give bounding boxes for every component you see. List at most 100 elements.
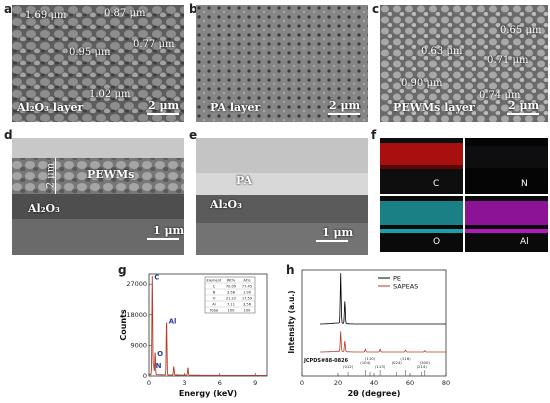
reference-index: (012) bbox=[343, 364, 354, 369]
peak-label: C bbox=[154, 273, 159, 281]
table-cell: O bbox=[213, 297, 216, 301]
measure-label: 0.77 μm bbox=[133, 39, 175, 50]
x-tick-label: 0 bbox=[300, 379, 304, 387]
layer-caption: PA layer bbox=[210, 101, 261, 114]
measure-label: 0.65 μm bbox=[500, 25, 542, 36]
x-tick-label: 80 bbox=[442, 379, 450, 387]
x-tick-label: 40 bbox=[370, 379, 378, 387]
measure-label: 0.90 μm bbox=[401, 78, 443, 89]
y-tick-label: 18000 bbox=[126, 311, 147, 319]
series-line bbox=[320, 331, 446, 353]
table-cell: Total bbox=[209, 309, 218, 313]
sem-image-a: 1.69 μm 0.87 μm 0.95 μm 0.77 μm 1.02 μm … bbox=[12, 5, 184, 122]
reference-index: (300) bbox=[420, 360, 431, 365]
eds-map-c: C bbox=[380, 138, 463, 194]
scale-label: 1 μm bbox=[322, 226, 354, 239]
measure-label: 0.87 μm bbox=[104, 8, 146, 19]
measure-label: 0.74 μm bbox=[479, 90, 521, 101]
table-cell: N bbox=[213, 291, 216, 295]
reference-index: (110) bbox=[365, 356, 376, 361]
peak-label: O bbox=[157, 350, 163, 358]
sem-image-e: PA Al₂O₃ 1 μm bbox=[196, 138, 368, 255]
table-cell: 3.58 bbox=[227, 291, 236, 295]
sem-image-b: PA layer 2 μm bbox=[196, 5, 368, 122]
y-tick-label: 27000 bbox=[126, 280, 147, 288]
reference-index: (214) bbox=[417, 364, 428, 369]
sem-image-c: 0.65 μm 0.63 μm 0.71 μm 0.90 μm 0.74 μm … bbox=[380, 5, 548, 122]
layer-label-top: PEWMs bbox=[87, 168, 135, 181]
table-cell: Al bbox=[212, 303, 215, 307]
y-tick-label: 9000 bbox=[130, 341, 147, 349]
y-tick-label: 0 bbox=[143, 372, 147, 380]
scale-bar bbox=[316, 240, 348, 242]
measure-label: 0.71 μm bbox=[487, 55, 529, 66]
x-tick-label: 9 bbox=[253, 379, 257, 387]
x-tick-label: 0 bbox=[147, 379, 151, 387]
x-tick-label: 6 bbox=[218, 379, 222, 387]
measure-label: 1.69 μm bbox=[25, 10, 67, 21]
panel-letter-e: e bbox=[189, 128, 198, 142]
scale-bar bbox=[147, 238, 179, 240]
eds-map-n: N bbox=[465, 138, 548, 194]
reference-index: (113) bbox=[375, 364, 386, 369]
table-cell: 21.22 bbox=[226, 297, 236, 301]
reference-label: JCPDS#88-0826 bbox=[303, 358, 349, 364]
eds-element-label: C bbox=[433, 179, 440, 189]
layer-label-top: PA bbox=[236, 174, 253, 187]
legend-label: SAPEAS bbox=[393, 283, 418, 291]
x-axis-label: 2θ (degree) bbox=[348, 389, 401, 398]
reference-index: (024) bbox=[392, 360, 403, 365]
legend-label: PE bbox=[393, 275, 401, 283]
table-cell: 7.11 bbox=[227, 303, 235, 307]
panel-letter-f: f bbox=[371, 128, 377, 142]
layer-caption: PEWMs layer bbox=[393, 101, 475, 114]
table-cell: Element bbox=[207, 279, 222, 283]
plot-frame bbox=[148, 273, 268, 377]
eds-element-label: Al bbox=[520, 237, 529, 247]
panel-letter-d: d bbox=[4, 128, 13, 142]
table-cell: 17.59 bbox=[242, 297, 253, 301]
peak-label: Al bbox=[169, 318, 177, 326]
panel-letter-a: a bbox=[4, 2, 13, 16]
panel-letter-h: h bbox=[286, 263, 295, 277]
scale-bar bbox=[147, 113, 179, 115]
x-tick-label: 3 bbox=[182, 379, 186, 387]
scale-bar bbox=[507, 113, 539, 115]
thickness-label: 2 μm bbox=[45, 162, 57, 189]
reference-index: (104) bbox=[360, 360, 371, 365]
peak-label: N bbox=[156, 362, 162, 370]
table-cell: 3.56 bbox=[243, 303, 252, 307]
spectrum-line bbox=[149, 275, 267, 376]
scale-bar bbox=[328, 113, 360, 115]
sem-image-d: 2 μm PEWMs Al₂O₃ 1 μm bbox=[12, 138, 184, 255]
scale-label: 2 μm bbox=[148, 99, 180, 112]
eds-map-o: O bbox=[380, 196, 463, 252]
layer-label-bottom: Al₂O₃ bbox=[210, 198, 242, 211]
reference-index: (116) bbox=[400, 356, 411, 361]
measure-label: 0.95 μm bbox=[69, 47, 111, 58]
panel-letter-g: g bbox=[118, 263, 127, 277]
table-cell: Wt% bbox=[227, 279, 236, 283]
layer-caption: Al₂O₃ layer bbox=[17, 101, 84, 114]
y-axis-label: Intensity (a.u.) bbox=[287, 290, 296, 353]
x-tick-label: 20 bbox=[334, 379, 342, 387]
table-cell: 77.45 bbox=[242, 285, 252, 289]
scale-label: 2 μm bbox=[329, 99, 361, 112]
panel-letter-c: c bbox=[372, 2, 380, 16]
eds-element-label: O bbox=[433, 237, 441, 247]
x-tick-label: 60 bbox=[406, 379, 414, 387]
table-cell: C bbox=[213, 285, 216, 289]
table-cell: At% bbox=[243, 279, 251, 283]
table-cell: 1.90 bbox=[243, 291, 252, 295]
thickness-marker bbox=[55, 158, 56, 194]
measure-label: 1.02 μm bbox=[89, 89, 131, 100]
scale-label: 2 μm bbox=[508, 99, 540, 112]
table-cell: 100 bbox=[244, 309, 252, 313]
series-line bbox=[320, 273, 446, 325]
eds-element-label: N bbox=[521, 179, 528, 189]
panel-letter-b: b bbox=[189, 2, 198, 16]
eds-map-al: Al bbox=[465, 196, 548, 252]
x-axis-label: Energy (keV) bbox=[179, 389, 237, 398]
